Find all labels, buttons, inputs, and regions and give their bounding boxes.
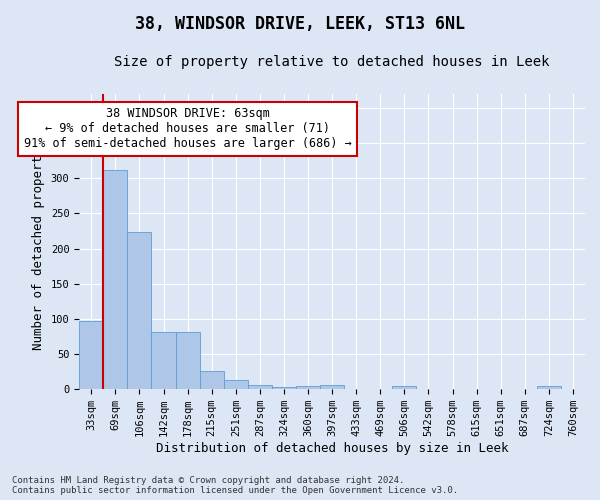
Bar [79, 321, 103, 389]
Text: Contains HM Land Registry data © Crown copyright and database right 2024.
Contai: Contains HM Land Registry data © Crown c… [12, 476, 458, 495]
Bar [392, 386, 416, 389]
Bar [248, 385, 272, 389]
Title: Size of property relative to detached houses in Leek: Size of property relative to detached ho… [115, 55, 550, 69]
Bar [320, 385, 344, 389]
Bar [103, 170, 127, 389]
Text: 38, WINDSOR DRIVE, LEEK, ST13 6NL: 38, WINDSOR DRIVE, LEEK, ST13 6NL [135, 15, 465, 33]
Bar [537, 386, 561, 389]
Bar [296, 386, 320, 389]
Text: 38 WINDSOR DRIVE: 63sqm
← 9% of detached houses are smaller (71)
91% of semi-det: 38 WINDSOR DRIVE: 63sqm ← 9% of detached… [24, 108, 352, 150]
Bar [176, 332, 200, 389]
Bar [224, 380, 248, 389]
X-axis label: Distribution of detached houses by size in Leek: Distribution of detached houses by size … [156, 442, 508, 455]
Bar [127, 232, 151, 389]
Bar [200, 371, 224, 389]
Bar [272, 387, 296, 389]
Y-axis label: Number of detached properties: Number of detached properties [32, 132, 45, 350]
Bar [151, 332, 176, 389]
